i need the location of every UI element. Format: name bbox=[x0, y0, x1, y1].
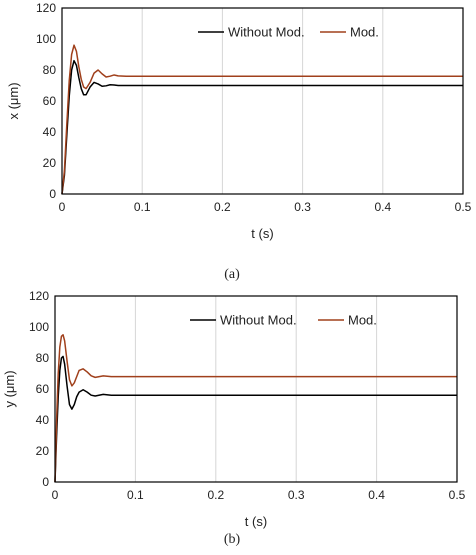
chart-b-y-tick-label-0: 0 bbox=[42, 475, 49, 489]
chart-a-x-tick-label-0: 0 bbox=[59, 200, 66, 214]
chart-a-y-axis-label: x (μm) bbox=[6, 82, 21, 119]
chart-a-legend-label-1: Mod. bbox=[350, 25, 379, 40]
chart-a-y-tick-label-6: 120 bbox=[36, 1, 56, 15]
chart-a-y-tick-label-4: 80 bbox=[43, 63, 57, 77]
chart-b-x-tick-label-4: 0.4 bbox=[368, 488, 385, 502]
chart-a-plot-frame bbox=[61, 7, 464, 195]
chart-b-x-tick-label-2: 0.2 bbox=[207, 488, 224, 502]
chart-b-y-axis-label: y (μm) bbox=[2, 370, 17, 407]
chart-b-x-axis-label: t (s) bbox=[245, 514, 267, 529]
chart-b-y-tick-label-4: 80 bbox=[36, 351, 50, 365]
chart-a-y-tick-label-1: 20 bbox=[43, 156, 57, 170]
chart-a-y-tick-label-3: 60 bbox=[43, 94, 57, 108]
chart-a-y-tick-label-5: 100 bbox=[36, 32, 56, 46]
chart-b-legend-label-0: Without Mod. bbox=[220, 313, 297, 328]
chart-a-y-tick-label-0: 0 bbox=[49, 187, 56, 201]
chart-a-series-line-0 bbox=[61, 59, 463, 195]
chart-b-y-tick-label-1: 20 bbox=[36, 444, 50, 458]
chart-b-x-tick-label-1: 0.1 bbox=[127, 488, 144, 502]
chart-b-x-tick-label-3: 0.3 bbox=[288, 488, 305, 502]
chart-b-x-tick-label-5: 0.5 bbox=[449, 488, 466, 502]
chart-b-y-tick-label-5: 100 bbox=[29, 320, 49, 334]
chart-b: (b) 0 0.1 0.2 0.3 0.4 0.5 0 20 40 60 80 100 120 t (s)… bbox=[0, 285, 476, 550]
chart-a-x-tick-label-1: 0.1 bbox=[134, 200, 151, 214]
chart-b-y-tick-label-3: 60 bbox=[36, 382, 50, 396]
chart-b-legend-label-1: Mod. bbox=[348, 313, 377, 328]
chart-a-legend-label-0: Without Mod. bbox=[228, 25, 305, 40]
chart-a-x-tick-label-2: 0.2 bbox=[214, 200, 231, 214]
chart-b-plot-frame bbox=[54, 295, 458, 483]
chart-a-svg: (a) 0 0.1 0.2 0.3 0.4 0.5 0 20 40 60 80 100 120 t (s)… bbox=[6, 1, 472, 282]
chart-a: (a) 0 0.1 0.2 0.3 0.4 0.5 0 20 40 60 80 100 120 t (s)… bbox=[6, 1, 472, 282]
chart-a-x-tick-label-4: 0.4 bbox=[374, 200, 391, 214]
chart-a-series-line-1 bbox=[61, 44, 463, 195]
chart-a-x-tick-label-5: 0.5 bbox=[455, 200, 472, 214]
chart-b-svg: (b) 0 0.1 0.2 0.3 0.4 0.5 0 20 40 60 80 100 120 t (s)… bbox=[2, 289, 466, 547]
chart-b-series-line-0 bbox=[54, 355, 457, 483]
chart-b-x-tick-label-0: 0 bbox=[52, 488, 59, 502]
chart-b-caption: (b) bbox=[224, 532, 241, 547]
chart-b-series-line-1 bbox=[54, 334, 457, 483]
chart-b-y-tick-label-2: 40 bbox=[36, 413, 50, 427]
chart-b-y-tick-label-6: 120 bbox=[29, 289, 49, 303]
chart-a-caption: (a) bbox=[224, 267, 240, 282]
chart-a-y-tick-label-2: 40 bbox=[43, 125, 57, 139]
chart-a-x-tick-label-3: 0.3 bbox=[294, 200, 311, 214]
chart-a-x-axis-label: t (s) bbox=[251, 226, 273, 241]
